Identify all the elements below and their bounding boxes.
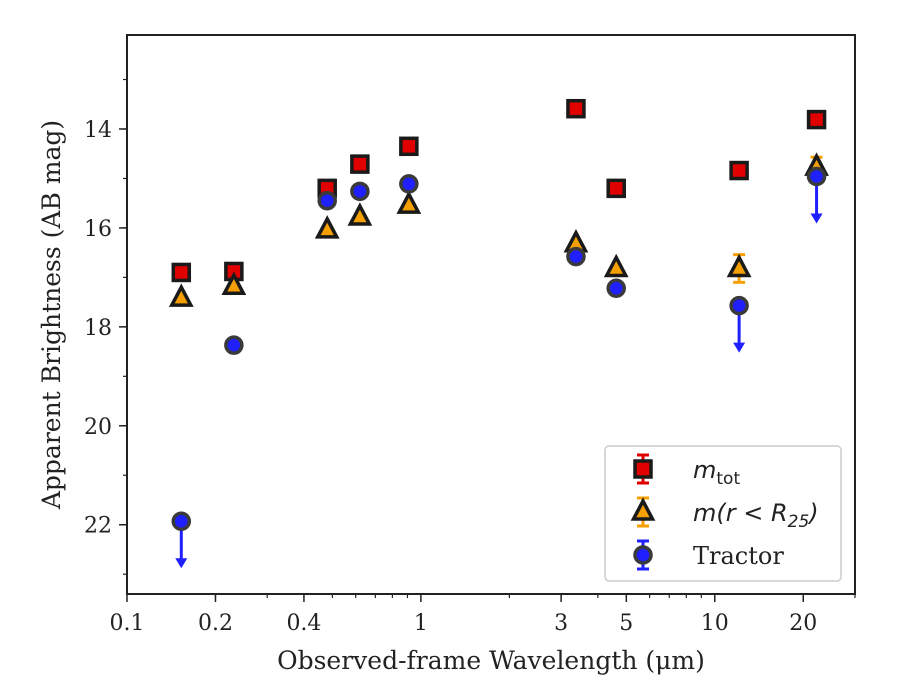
legend-label-tractor: Tractor bbox=[693, 542, 784, 570]
y-tick-label: 16 bbox=[84, 217, 112, 242]
axis-ticks: 0.1 0.2 0.4 1 3 5 10 20 14 16 18 20 22 bbox=[84, 78, 856, 636]
tractor-point bbox=[606, 278, 626, 299]
x-axis-label: Observed-frame Wavelength (μm) bbox=[277, 646, 705, 675]
x-tick-label: 0.4 bbox=[286, 611, 321, 636]
tractor-limit-arrow-head bbox=[810, 213, 823, 224]
tractor-point bbox=[350, 181, 370, 202]
mtot-point bbox=[729, 160, 749, 181]
tractor-point bbox=[729, 295, 749, 316]
legend-label-m-r25: m(r < R25) bbox=[693, 499, 819, 532]
mtot-point bbox=[171, 262, 192, 283]
x-tick-label: 20 bbox=[789, 611, 817, 636]
tractor-point bbox=[399, 174, 419, 194]
mtot-point bbox=[566, 98, 586, 119]
legend-marker-m-r25 bbox=[630, 497, 656, 521]
m-r25-point bbox=[347, 202, 373, 226]
tractor-point bbox=[224, 335, 244, 355]
legend-marker-mtot bbox=[633, 459, 653, 479]
y-axis-label: Apparent Brightness (AB mag) bbox=[37, 120, 66, 510]
y-tick-label: 14 bbox=[84, 118, 112, 143]
m-r25-point bbox=[726, 253, 752, 278]
m-r25-point bbox=[603, 253, 629, 278]
m-r25-point bbox=[221, 271, 247, 296]
mtot-point bbox=[606, 178, 626, 199]
tractor-point bbox=[317, 190, 337, 211]
m-r25-point bbox=[396, 190, 422, 214]
x-tick-label: 3 bbox=[554, 611, 568, 636]
mtot-point bbox=[806, 109, 827, 130]
m-r25-point bbox=[314, 215, 340, 239]
tractor-point bbox=[566, 246, 586, 267]
tractor-limit-arrow-head bbox=[175, 558, 188, 569]
legend: mtot m(r < R25) Tractor bbox=[604, 445, 842, 582]
x-tick-label: 1 bbox=[414, 611, 428, 636]
x-tick-label: 5 bbox=[619, 611, 633, 636]
tractor-point bbox=[806, 166, 827, 187]
y-tick-label: 22 bbox=[84, 514, 112, 539]
mtot-point bbox=[350, 154, 370, 174]
m-r25-point bbox=[168, 283, 194, 307]
legend-box bbox=[604, 445, 842, 582]
legend-label-mtot: mtot bbox=[693, 456, 740, 489]
tractor-limit-arrow-head bbox=[733, 342, 746, 353]
data-marks bbox=[168, 98, 829, 569]
plot-frame bbox=[126, 34, 856, 595]
y-tick-label: 18 bbox=[84, 316, 112, 341]
legend-marker-tractor bbox=[633, 545, 653, 565]
x-tick-label: 0.2 bbox=[198, 611, 233, 636]
x-tick-label: 10 bbox=[701, 611, 729, 636]
mtot-point bbox=[399, 136, 419, 157]
x-tick-label: 0.1 bbox=[110, 611, 145, 636]
y-tick-label: 20 bbox=[84, 415, 112, 440]
tractor-point bbox=[171, 511, 192, 532]
